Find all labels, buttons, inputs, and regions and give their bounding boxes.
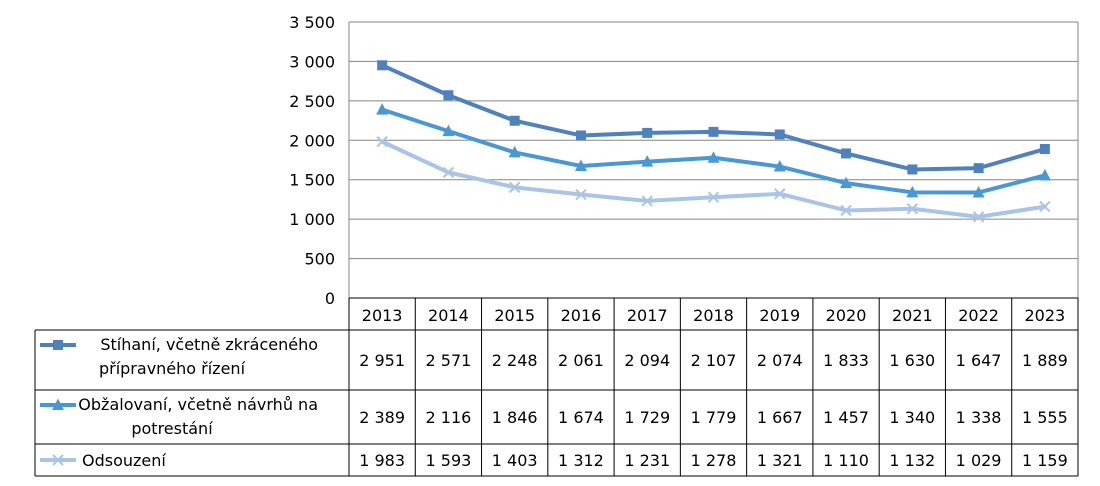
series-lines: [376, 60, 1051, 223]
x-category-label: 2018: [693, 306, 734, 325]
data-point: [707, 191, 720, 203]
table-cell-value: 1 312: [558, 451, 604, 470]
table-cell-value: 1 321: [757, 451, 803, 470]
data-point: [508, 145, 521, 158]
data-point: [840, 204, 852, 217]
data-point: [575, 188, 587, 201]
data-point: [509, 115, 520, 126]
y-tick-label: 3 500: [289, 13, 335, 32]
data-point: [508, 181, 521, 194]
data-point: [840, 176, 853, 189]
data-point: [442, 166, 455, 179]
table-cell-value: 1 593: [426, 451, 472, 470]
x-category-label: 2022: [958, 306, 999, 325]
y-tick-label: 1 500: [289, 171, 335, 190]
x-category-label: 2019: [759, 306, 800, 325]
data-point: [575, 130, 586, 141]
data-table: 2013 2014 2015 2016 2017 2018 2019 2020 2021 2022…: [34, 297, 1079, 477]
table-cell-value: 1 338: [956, 408, 1002, 427]
data-point: [973, 163, 984, 174]
table-cell-value: 1 667: [757, 408, 803, 427]
legend-label: přípravného řízení: [99, 359, 246, 378]
legend-label: Obžalovaní, včetně návrhů na: [78, 395, 318, 414]
data-point: [53, 340, 63, 350]
data-point: [707, 151, 720, 163]
legend-label: potrestání: [131, 419, 213, 438]
table-cell-value: 1 340: [889, 408, 935, 427]
legend-label: Odsouzení: [82, 451, 166, 470]
y-tick-label: 1 000: [289, 210, 335, 229]
table-cell-value: 2 094: [624, 351, 670, 370]
legend-label: Stíhaní, včetně zkráceného: [100, 335, 318, 354]
table-cell-value: 2 061: [558, 351, 604, 370]
x-category-label: 2016: [561, 306, 602, 325]
table-cell-value: 1 674: [558, 408, 604, 427]
data-point: [52, 454, 64, 466]
table-cell-value: 1 403: [492, 451, 538, 470]
table-cell-value: 1 833: [823, 351, 869, 370]
data-point: [1039, 144, 1050, 155]
data-point: [1039, 200, 1051, 213]
x-category-label: 2020: [826, 306, 867, 325]
table-cell-value: 2 571: [426, 351, 472, 370]
table-cell-value: 1 729: [624, 408, 670, 427]
table-cell-value: 1 159: [1022, 451, 1068, 470]
table-cell-value: 1 630: [889, 351, 935, 370]
data-point: [774, 188, 786, 200]
data-point: [1038, 168, 1051, 181]
data-point: [642, 127, 653, 138]
y-tick-label: 3 000: [289, 52, 335, 71]
data-point: [708, 126, 719, 137]
data-point: [841, 148, 852, 159]
table-cell-value: 1 555: [1022, 408, 1068, 427]
data-point: [773, 160, 786, 172]
data-point: [972, 185, 985, 198]
table-cell-value: 1 231: [624, 451, 670, 470]
data-point: [52, 398, 64, 410]
x-category-label: 2023: [1025, 306, 1066, 325]
data-point: [443, 90, 454, 101]
table-cell-value: 1 132: [889, 451, 935, 470]
table-cell-value: 1 779: [691, 408, 737, 427]
x-category-label: 2014: [428, 306, 469, 325]
table-cell-value: 1 889: [1022, 351, 1068, 370]
table-cell-value: 1 110: [823, 451, 869, 470]
data-point: [641, 195, 653, 207]
table-cell-value: 2 107: [691, 351, 737, 370]
y-tick-label: 2 500: [289, 92, 335, 111]
y-tick-label: 2 000: [289, 131, 335, 150]
table-cell-value: 2 116: [426, 408, 472, 427]
y-axis: 0 500 1 000 1 500 2 000 2 500 3 000 3 500: [289, 13, 335, 308]
table-cell-value: 2 248: [492, 351, 538, 370]
data-point: [376, 103, 389, 115]
data-point: [774, 129, 785, 140]
table-cell-value: 1 457: [823, 408, 869, 427]
data-point: [906, 203, 919, 215]
table-cell-value: 1 278: [691, 451, 737, 470]
table-cell-value: 1 846: [492, 408, 538, 427]
data-point: [641, 155, 654, 167]
table-cell-value: 1 983: [359, 451, 405, 470]
data-point: [376, 135, 388, 148]
data-point: [574, 159, 587, 171]
data-point: [906, 185, 919, 198]
y-tick-label: 0: [325, 289, 335, 308]
table-cell-value: 1 029: [956, 451, 1002, 470]
x-category-label: 2013: [362, 306, 403, 325]
y-tick-label: 500: [304, 250, 335, 269]
data-point: [377, 60, 388, 71]
x-category-label: 2021: [892, 306, 933, 325]
x-category-label: 2015: [494, 306, 535, 325]
table-cell-value: 2 389: [359, 408, 405, 427]
data-point: [907, 164, 918, 175]
table-cell-value: 1 647: [956, 351, 1002, 370]
table-cell-value: 2 074: [757, 351, 803, 370]
table-cell-value: 2 951: [359, 351, 405, 370]
data-point: [972, 211, 985, 223]
data-point: [442, 124, 455, 137]
x-category-label: 2017: [627, 306, 668, 325]
